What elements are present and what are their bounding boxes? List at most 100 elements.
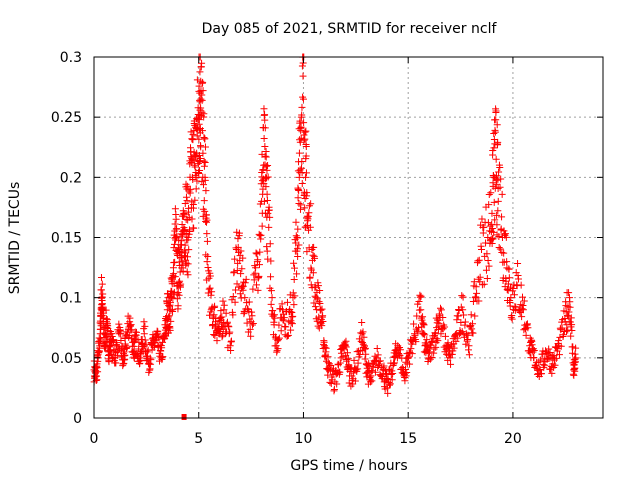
data-point <box>364 368 372 376</box>
data-point <box>480 223 488 231</box>
data-point <box>297 123 305 131</box>
data-point <box>261 124 269 132</box>
data-point <box>176 248 184 256</box>
data-point <box>252 281 260 289</box>
data-point <box>419 313 427 321</box>
data-point <box>198 108 206 116</box>
data-point <box>383 374 391 382</box>
data-point <box>426 348 434 356</box>
data-point <box>434 337 442 345</box>
x-tick-label: 15 <box>399 431 417 447</box>
data-point <box>290 276 298 284</box>
data-point <box>324 353 332 361</box>
data-point <box>184 271 192 279</box>
data-point <box>290 264 298 272</box>
data-point <box>235 229 243 237</box>
data-point <box>260 134 268 142</box>
data-point <box>490 144 498 152</box>
data-point <box>311 303 319 311</box>
data-point <box>552 344 560 352</box>
data-point <box>564 312 572 320</box>
data-point <box>203 216 211 224</box>
data-point <box>304 212 312 220</box>
y-tick-label: 0.1 <box>60 291 82 307</box>
data-point <box>219 297 227 305</box>
data-point <box>316 299 324 307</box>
data-point <box>368 377 376 385</box>
data-point <box>514 275 522 283</box>
data-point <box>165 312 173 320</box>
data-point <box>290 301 298 309</box>
data-point <box>390 360 398 368</box>
data-point <box>175 291 183 299</box>
data-point <box>459 306 467 314</box>
data-point <box>555 351 563 359</box>
data-point <box>157 354 165 362</box>
data-point <box>570 371 578 379</box>
data-point <box>290 259 298 267</box>
data-point <box>196 154 204 162</box>
data-point <box>201 158 209 166</box>
data-point <box>141 336 149 344</box>
data-point <box>460 311 468 319</box>
data-point <box>490 198 498 206</box>
data-point <box>260 197 268 205</box>
data-point <box>159 353 167 361</box>
data-point <box>192 153 200 161</box>
data-point <box>503 258 511 266</box>
data-point <box>201 143 209 151</box>
data-point <box>193 132 201 140</box>
data-point <box>569 343 577 351</box>
data-point <box>572 354 580 362</box>
data-point <box>417 306 425 314</box>
data-point <box>203 258 211 266</box>
data-point <box>216 314 224 322</box>
data-point <box>268 294 276 302</box>
data-point <box>263 190 271 198</box>
x-axis-label: GPS time / hours <box>290 458 407 474</box>
data-point <box>316 306 324 314</box>
data-point <box>198 59 206 67</box>
data-point <box>568 321 576 329</box>
data-point <box>361 344 369 352</box>
data-point <box>306 273 314 281</box>
data-point <box>413 312 421 320</box>
data-point <box>386 365 394 373</box>
data-point <box>274 345 282 353</box>
data-point <box>261 142 269 150</box>
data-point <box>435 319 443 327</box>
data-point <box>293 234 301 242</box>
data-point <box>517 281 525 289</box>
data-point <box>170 270 178 278</box>
data-point <box>199 212 207 220</box>
data-point <box>227 346 235 354</box>
data-point <box>437 306 445 314</box>
data-point <box>202 251 210 259</box>
data-point <box>236 290 244 298</box>
data-point <box>237 247 245 255</box>
data-point <box>524 324 532 332</box>
data-point <box>166 326 174 334</box>
data-point <box>289 312 297 320</box>
data-point <box>359 328 367 336</box>
data-point <box>299 95 307 103</box>
x-tick-label: 10 <box>295 431 313 447</box>
data-point <box>230 268 238 276</box>
data-point <box>472 293 480 301</box>
data-point <box>98 280 106 288</box>
data-point <box>506 302 514 310</box>
data-point <box>518 305 526 313</box>
data-point <box>437 304 445 312</box>
data-point <box>317 306 325 314</box>
axes <box>93 56 604 419</box>
data-point <box>458 292 466 300</box>
data-point <box>204 253 212 261</box>
data-point <box>302 143 310 151</box>
data-point <box>182 193 190 201</box>
data-point <box>314 282 322 290</box>
data-point <box>333 380 341 388</box>
data-point <box>519 293 527 301</box>
data-point <box>204 264 212 272</box>
data-point <box>298 62 306 70</box>
data-point <box>274 336 282 344</box>
